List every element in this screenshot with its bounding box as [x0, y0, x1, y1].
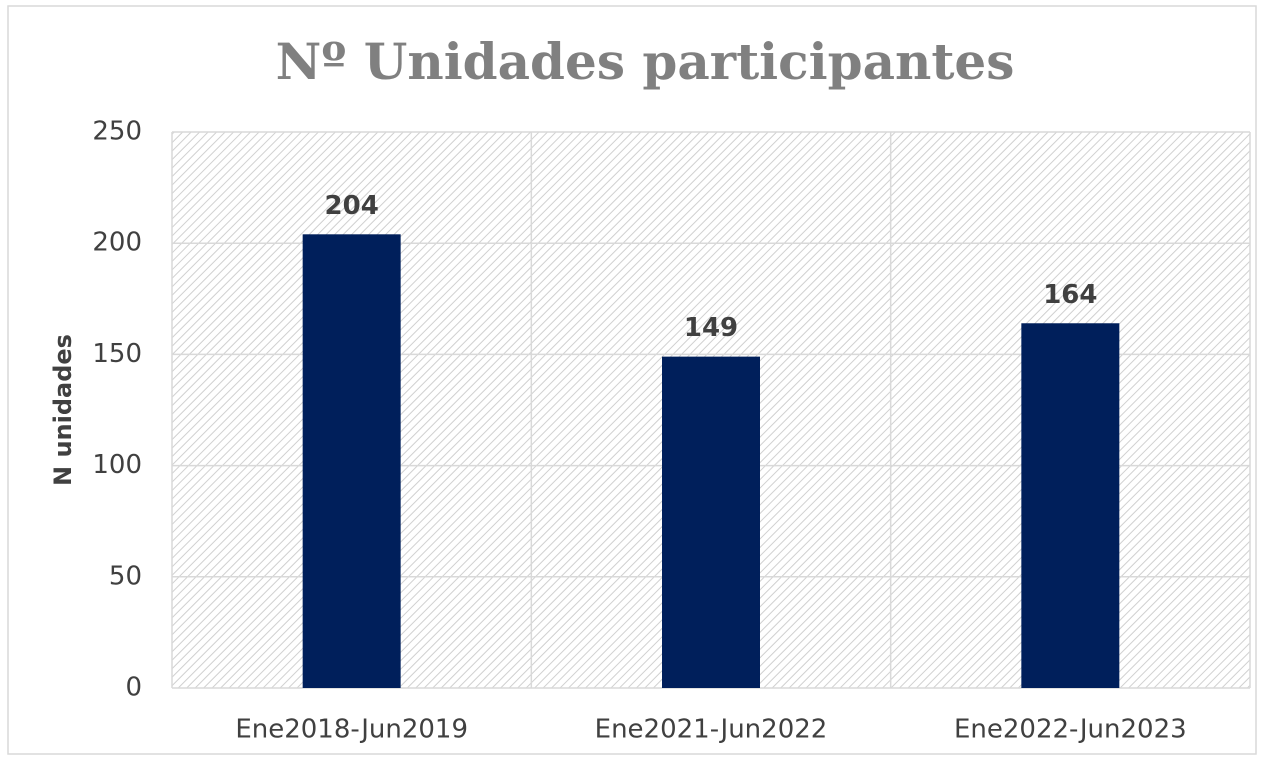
y-tick-label: 250: [92, 117, 142, 147]
y-tick-label: 50: [109, 561, 142, 591]
y-tick-label: 0: [125, 673, 142, 703]
data-label: 164: [1043, 280, 1097, 310]
y-tick-label: 100: [92, 450, 142, 480]
x-tick-label: Ene2022-Jun2023: [954, 715, 1187, 745]
bar: [662, 356, 760, 688]
y-tick-label: 200: [92, 228, 142, 258]
data-label: 204: [325, 191, 379, 221]
bar: [1021, 323, 1120, 688]
y-tick-label: 150: [92, 339, 142, 369]
chart-title: Nº Unidades participantes: [276, 32, 1015, 91]
bar: [302, 234, 401, 688]
y-axis-label: N unidades: [49, 334, 77, 486]
data-label: 149: [684, 313, 738, 343]
x-tick-label: Ene2018-Jun2019: [235, 715, 468, 745]
x-tick-label: Ene2021-Jun2022: [595, 715, 828, 745]
